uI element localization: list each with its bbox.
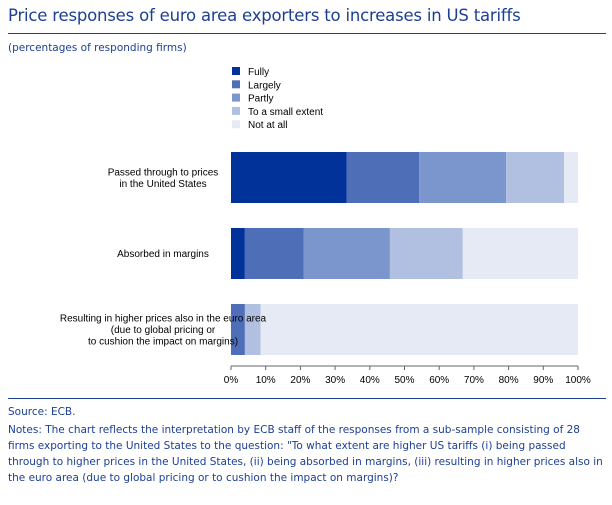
bar-not-at-all-2: [462, 228, 578, 279]
bar-largely-1: [346, 152, 420, 203]
x-tick-label-7: 70%: [464, 375, 484, 386]
bar-to-a-small-extent-1: [506, 152, 565, 203]
category-label-3-line-2: (due to global pricing or: [111, 325, 216, 336]
bar-to-a-small-extent-2: [389, 228, 463, 279]
chart-subtitle: (percentages of responding firms): [8, 42, 187, 54]
x-tick-label-5: 50%: [394, 375, 414, 386]
bar-fully-1: [231, 152, 347, 203]
legend-swatch-partly: [232, 93, 240, 102]
legend-label-not-at-all: Not at all: [248, 120, 287, 131]
bars: [231, 152, 578, 355]
x-tick-label-8: 80%: [499, 375, 519, 386]
legend-swatch-largely: [232, 80, 240, 89]
legend-label-fully: Fully: [248, 67, 269, 78]
bar-not-at-all-3: [260, 304, 578, 355]
legend-swatch-not-at-all: [232, 120, 240, 129]
bar-to-a-small-extent-3: [244, 304, 261, 355]
legend: Fully Largely Partly To a small extent Not a…: [232, 67, 323, 131]
title-rule: [8, 33, 606, 34]
bar-fully-2: [231, 228, 245, 279]
x-tick-label-0: 0%: [224, 375, 239, 386]
category-label-3-line-3: to cushion the impact on margins): [88, 337, 238, 348]
x-tick-label-2: 20%: [290, 375, 310, 386]
bar-not-at-all-1: [564, 152, 578, 203]
legend-swatch-to-a-small-extent: [232, 106, 240, 115]
legend-label-largely: Largely: [248, 80, 281, 91]
source-text: Source: ECB.: [8, 406, 76, 418]
x-axis: 0% 10% 20% 30% 40% 50% 60% 70% 80% 90% 100%: [224, 365, 591, 386]
footer-rule: [8, 398, 606, 399]
bar-partly-1: [419, 152, 507, 203]
notes-text: Notes: The chart reflects the interpreta…: [8, 424, 603, 484]
legend-label-partly: Partly: [248, 94, 274, 105]
bar-partly-2: [303, 228, 390, 279]
x-tick-label-6: 60%: [429, 375, 449, 386]
chart-title: Price responses of euro area exporters t…: [8, 6, 521, 25]
x-tick-label-4: 40%: [360, 375, 380, 386]
x-tick-label-10: 100%: [565, 375, 591, 386]
category-label-1-line-1: Passed through to prices: [108, 167, 219, 178]
x-tick-label-1: 10%: [256, 375, 276, 386]
category-label-1-line-2: in the United States: [119, 179, 206, 190]
category-label-2-line-1: Absorbed in margins: [117, 249, 209, 260]
legend-label-to-a-small-extent: To a small extent: [248, 107, 323, 118]
category-label-3-line-1: Resulting in higher prices also in the e…: [60, 314, 267, 325]
x-tick-label-9: 90%: [533, 375, 553, 386]
x-tick-label-3: 30%: [325, 375, 345, 386]
bar-largely-2: [244, 228, 304, 279]
stacked-bar-chart: Fully Largely Partly To a small extent Not a…: [60, 67, 591, 386]
bar-largely-3: [231, 304, 245, 355]
legend-swatch-fully: [232, 67, 240, 75]
